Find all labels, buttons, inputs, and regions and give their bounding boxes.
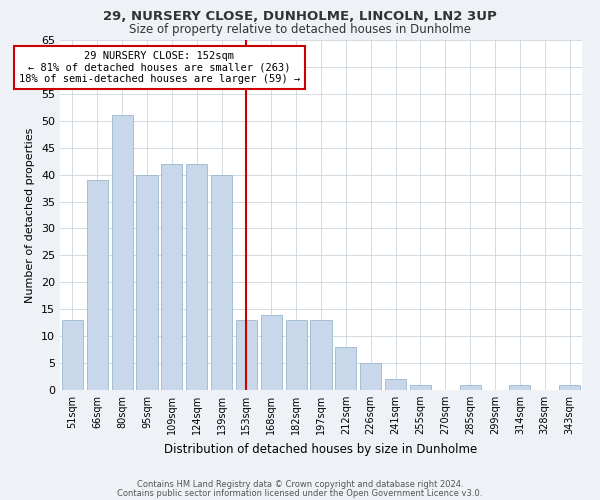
- Bar: [186, 164, 207, 390]
- Bar: [136, 174, 158, 390]
- Text: Contains public sector information licensed under the Open Government Licence v3: Contains public sector information licen…: [118, 488, 482, 498]
- Bar: [335, 347, 356, 390]
- Text: 29, NURSERY CLOSE, DUNHOLME, LINCOLN, LN2 3UP: 29, NURSERY CLOSE, DUNHOLME, LINCOLN, LN…: [103, 10, 497, 23]
- Bar: [87, 180, 108, 390]
- Text: 29 NURSERY CLOSE: 152sqm
← 81% of detached houses are smaller (263)
18% of semi-: 29 NURSERY CLOSE: 152sqm ← 81% of detach…: [19, 51, 300, 84]
- Bar: [385, 379, 406, 390]
- Text: Size of property relative to detached houses in Dunholme: Size of property relative to detached ho…: [129, 22, 471, 36]
- Bar: [236, 320, 257, 390]
- Bar: [261, 314, 282, 390]
- Bar: [161, 164, 182, 390]
- Text: Contains HM Land Registry data © Crown copyright and database right 2024.: Contains HM Land Registry data © Crown c…: [137, 480, 463, 489]
- Y-axis label: Number of detached properties: Number of detached properties: [25, 128, 35, 302]
- Bar: [112, 116, 133, 390]
- Bar: [286, 320, 307, 390]
- Bar: [410, 384, 431, 390]
- Bar: [62, 320, 83, 390]
- Bar: [460, 384, 481, 390]
- Bar: [509, 384, 530, 390]
- Bar: [211, 174, 232, 390]
- Bar: [559, 384, 580, 390]
- Bar: [310, 320, 332, 390]
- X-axis label: Distribution of detached houses by size in Dunholme: Distribution of detached houses by size …: [164, 442, 478, 456]
- Bar: [360, 363, 381, 390]
